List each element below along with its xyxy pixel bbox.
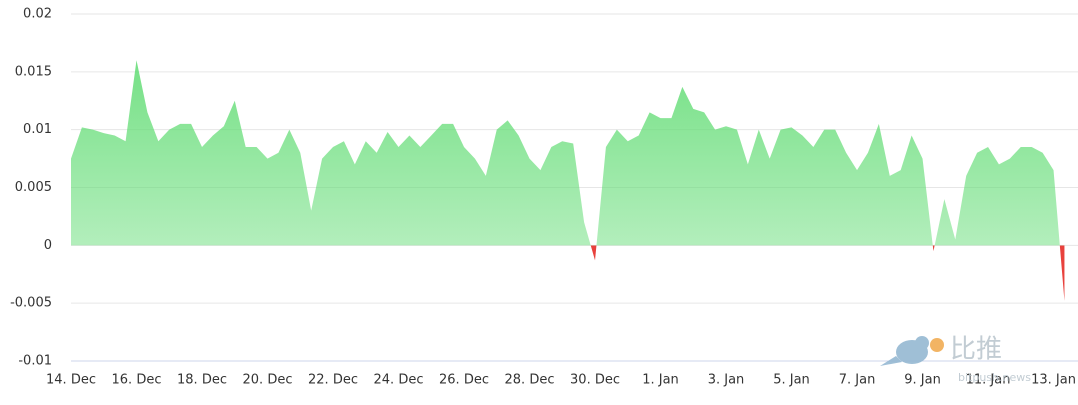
x-tick-label: 7. Jan [839, 373, 876, 388]
watermark-bird-head [915, 336, 929, 350]
x-tick-label: 20. Dec [243, 373, 293, 388]
x-tick-label: 18. Dec [177, 373, 227, 388]
x-tick-label: 30. Dec [570, 373, 620, 388]
watermark: 比推 bitpush.news [880, 335, 1031, 384]
x-tick-label: 11. Jan [966, 373, 1011, 388]
x-tick-label: 16. Dec [112, 373, 162, 388]
watermark-text: 比推 [950, 335, 1002, 365]
y-tick-label: 0.005 [15, 180, 52, 195]
y-tick-label: 0.02 [23, 7, 52, 22]
y-tick-label: 0.015 [15, 64, 52, 79]
y-tick-label: -0.005 [10, 296, 52, 311]
x-tick-label: 22. Dec [308, 373, 358, 388]
area [71, 60, 1065, 301]
watermark-coin [930, 338, 944, 352]
x-tick-label: 5. Jan [773, 373, 810, 388]
x-tick-label: 14. Dec [46, 373, 96, 388]
watermark-url: bitpush.news [958, 371, 1031, 384]
watermark-bird-tail [880, 356, 902, 366]
x-tick-label: 1. Jan [642, 373, 679, 388]
x-tick-label: 28. Dec [505, 373, 555, 388]
x-tick-label: 13. Jan [1031, 373, 1076, 388]
x-tick-label: 9. Jan [904, 373, 941, 388]
y-tick-label: 0 [44, 238, 52, 253]
x-tick-label: 24. Dec [374, 373, 424, 388]
x-tick-label: 3. Jan [708, 373, 745, 388]
y-tick-label: 0.01 [23, 122, 52, 137]
x-tick-label: 26. Dec [439, 373, 489, 388]
y-tick-label: -0.01 [18, 354, 52, 369]
